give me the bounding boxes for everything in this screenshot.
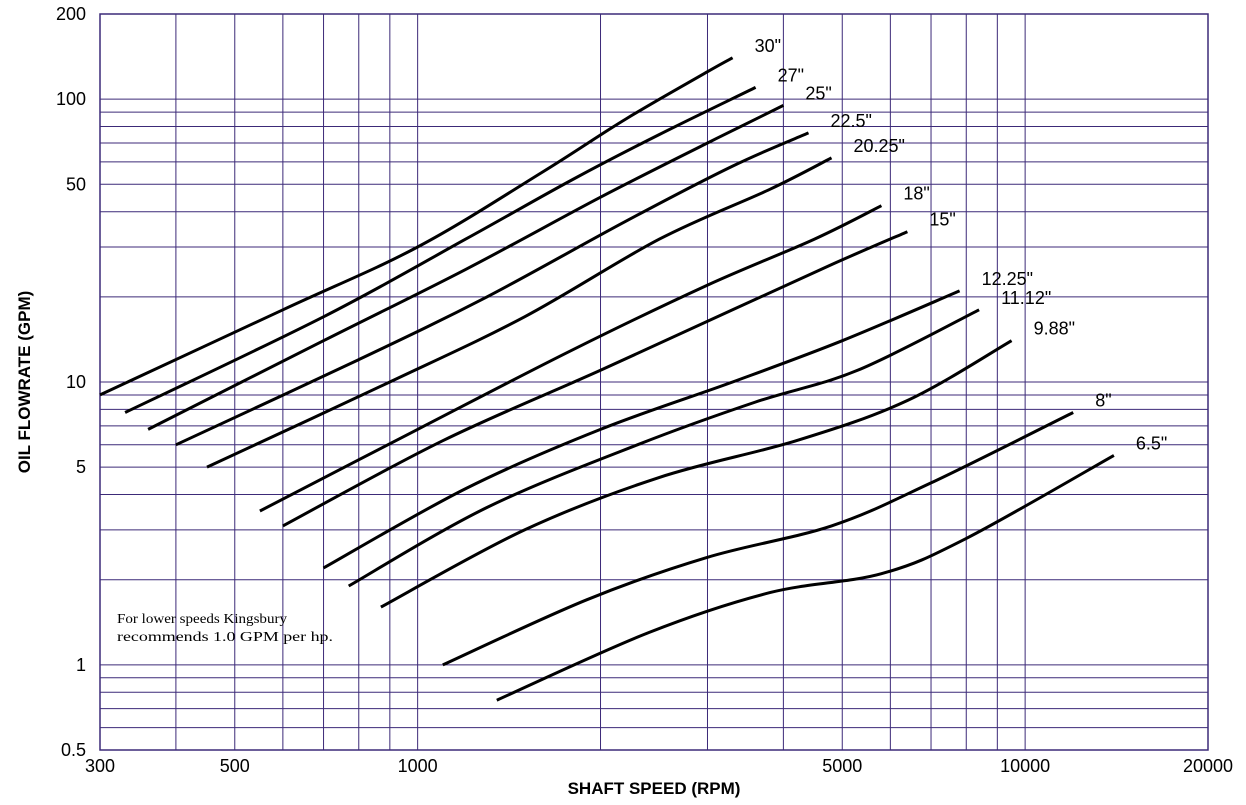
x-tick-label: 20000 — [1183, 756, 1233, 776]
y-tick-label: 5 — [76, 457, 86, 477]
series-line — [442, 411, 1074, 667]
annotation-line-1: For lower speeds Kingsbury — [117, 612, 287, 627]
x-tick-label: 500 — [220, 756, 250, 776]
series-line — [259, 204, 883, 513]
series-line — [380, 339, 1013, 609]
y-tick-label: 10 — [66, 372, 86, 392]
series-label: 27" — [778, 65, 804, 85]
series-label: 11.12" — [1001, 288, 1051, 308]
y-tick-label: 50 — [66, 174, 86, 194]
y-tick-label: 1 — [76, 655, 86, 675]
series-label: 22.5" — [831, 111, 872, 131]
x-tick-label: 300 — [85, 756, 115, 776]
series-label: 30" — [755, 36, 781, 56]
series-line — [322, 289, 961, 570]
x-axis-title: SHAFT SPEED (RPM) — [568, 779, 741, 798]
y-tick-label: 100 — [56, 89, 86, 109]
grid — [100, 14, 1208, 750]
series-label: 15" — [929, 210, 955, 230]
annotation-line-2: recommends 1.0 GPM per hp. — [117, 630, 333, 645]
series-label: 12.25" — [982, 269, 1033, 289]
series-line — [175, 131, 810, 447]
y-tick-label: 200 — [56, 4, 86, 24]
tick-labels: 300 500 1000 5000 10000 20000 0.5 1 5 10 50 100 200 — [56, 4, 1233, 776]
curves — [99, 56, 1115, 702]
x-tick-label: 10000 — [1000, 756, 1050, 776]
series-label: 9.88" — [1034, 319, 1075, 339]
series-line — [347, 308, 980, 588]
y-axis-title: OIL FLOWRATE (GPM) — [15, 291, 34, 474]
series-label: 18" — [903, 184, 929, 204]
series-label: 6.5" — [1136, 433, 1167, 453]
series-line — [147, 104, 785, 431]
series-label: 20.25" — [853, 136, 904, 156]
plot-frame — [99, 13, 1209, 751]
x-tick-label: 5000 — [822, 756, 862, 776]
series-line — [99, 56, 734, 397]
y-tick-label: 0.5 — [61, 740, 86, 760]
series-line — [206, 156, 833, 469]
series-label: 8" — [1095, 391, 1111, 411]
series-line — [282, 230, 908, 528]
series-line — [124, 86, 757, 414]
series-labels: 30" 27"25"22.5" 20.25" 18"15" 12.25"11.12" 9.… — [755, 36, 1168, 454]
series-line — [496, 454, 1115, 702]
x-tick-label: 1000 — [398, 756, 438, 776]
series-label: 25" — [805, 83, 831, 103]
